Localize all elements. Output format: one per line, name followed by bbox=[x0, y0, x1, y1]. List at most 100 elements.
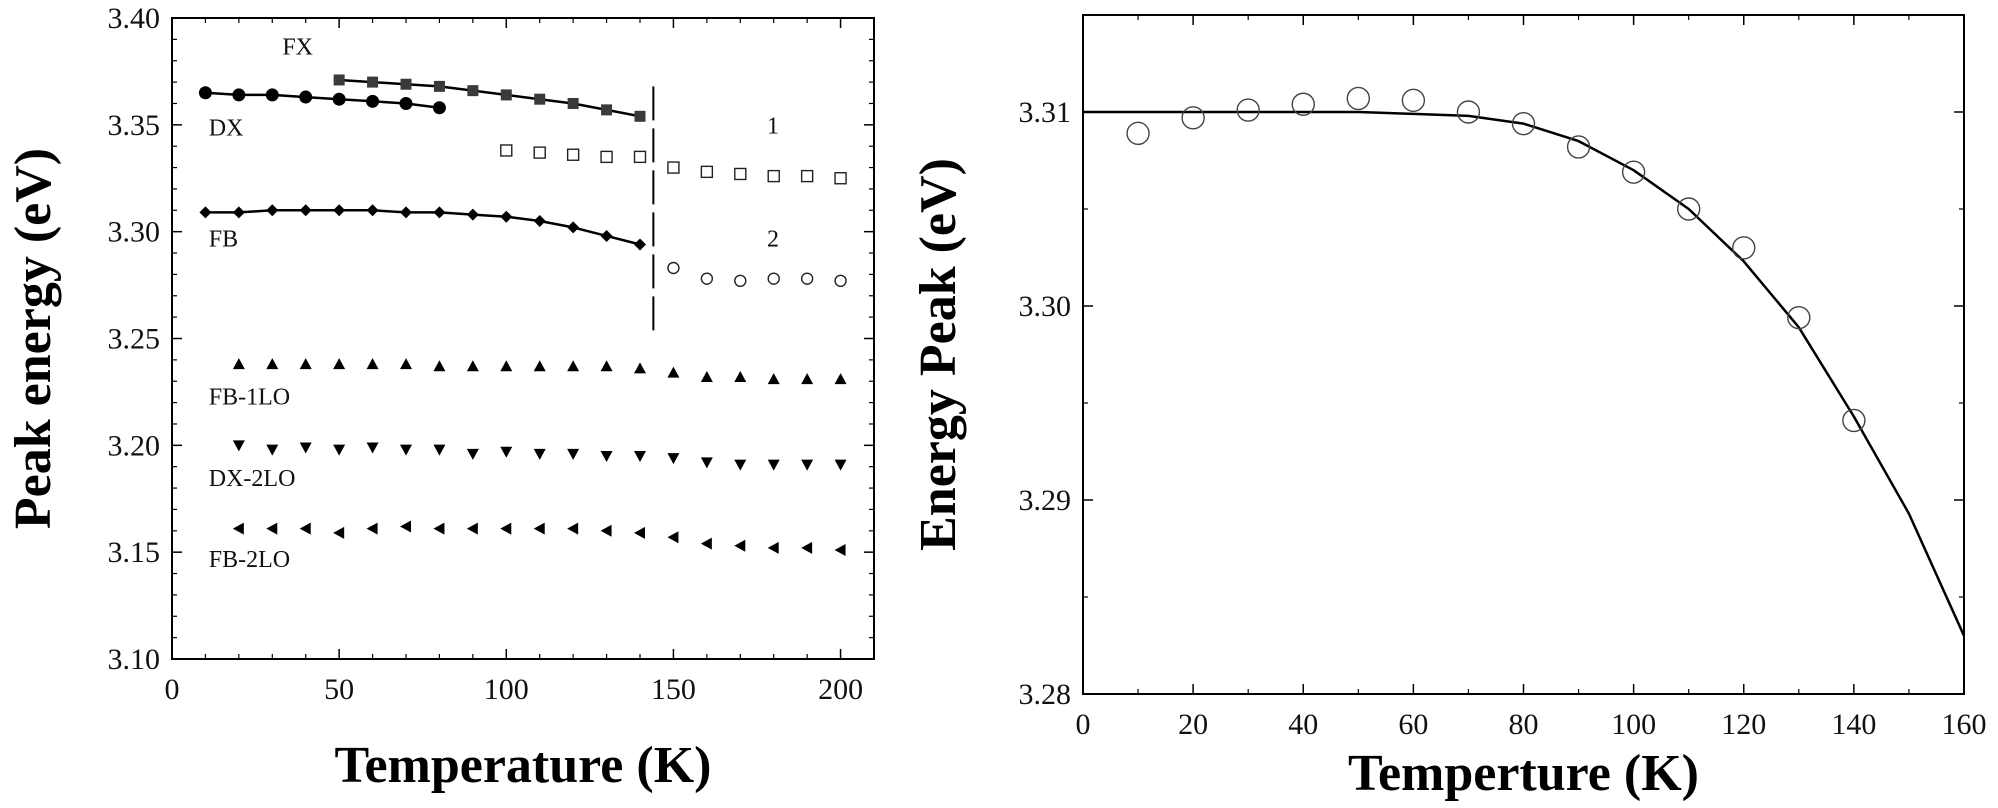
x-tick-label: 0 bbox=[165, 673, 180, 706]
annotation-fb-2lo: FB-2LO bbox=[209, 547, 290, 573]
data-point-2 bbox=[667, 261, 680, 275]
data-point-dx-2lo bbox=[667, 453, 680, 465]
data-point-fb bbox=[266, 204, 279, 217]
data-point-data bbox=[1566, 135, 1591, 159]
data-point-fb-2lo bbox=[333, 526, 345, 539]
y-axis-title-left: Peak energy (eV) bbox=[5, 148, 62, 529]
data-point-1 bbox=[734, 167, 747, 181]
data-point-dx bbox=[399, 96, 413, 110]
annotations-left: FX DX FB 1 2 FB-1LO DX-2LO FB-2LO bbox=[209, 34, 779, 573]
data-point-fb-2lo bbox=[232, 522, 244, 535]
data-point-fb-1lo bbox=[266, 358, 279, 370]
y-tick-label: 3.28 bbox=[1019, 678, 1072, 711]
data-point-fb-2lo bbox=[500, 522, 512, 535]
data-point-fb-1lo bbox=[433, 360, 446, 372]
y-axis-ticks-left: 3.10 3.15 3.20 3.25 3.30 3.35 3.40 bbox=[108, 2, 874, 676]
series-markers-left bbox=[198, 74, 847, 557]
x-tick-label: 140 bbox=[1831, 708, 1876, 741]
data-point-dx bbox=[299, 90, 313, 104]
data-point-dx-2lo bbox=[801, 459, 814, 471]
y-tick-label: 3.25 bbox=[108, 323, 161, 356]
data-point-fb bbox=[600, 229, 613, 242]
data-point-1 bbox=[566, 148, 580, 161]
data-point-1 bbox=[633, 150, 647, 164]
data-point-fx bbox=[333, 74, 345, 86]
data-point-fb-2lo bbox=[634, 526, 645, 539]
data-point-dx bbox=[366, 94, 380, 108]
chart-left: 0 50 100 150 200 3.10 3.15 3.20 3.25 3.30 3.35 3.4… bbox=[5, 2, 875, 794]
x-tick-label: 200 bbox=[818, 673, 863, 706]
x-axis-ticks-right: 0 20 40 60 80 100 120 140 160 bbox=[1076, 15, 1987, 741]
data-point-fx bbox=[433, 80, 445, 92]
data-point-dx-2lo bbox=[600, 451, 613, 463]
data-point-fx bbox=[601, 104, 613, 116]
data-point-dx bbox=[432, 101, 446, 115]
data-point-fb-2lo bbox=[667, 531, 679, 544]
data-point-fx bbox=[467, 85, 479, 97]
chart-right: 0 20 40 60 80 100 120 140 160 3.28 3.29 3.30 3.31 T… bbox=[910, 14, 1987, 802]
data-point-data bbox=[1291, 92, 1315, 116]
annotation-fx: FX bbox=[282, 34, 313, 60]
data-point-fb bbox=[634, 238, 646, 251]
data-point-fb bbox=[466, 208, 479, 221]
data-point-fb-2lo bbox=[533, 522, 545, 535]
data-point-data bbox=[1511, 111, 1536, 136]
x-axis-title-left: Temperature (K) bbox=[335, 737, 712, 794]
y-tick-label: 3.15 bbox=[108, 536, 161, 569]
data-point-fx bbox=[534, 93, 546, 105]
data-point-data bbox=[1181, 106, 1205, 130]
x-tick-label: 60 bbox=[1398, 708, 1428, 741]
annotation-2: 2 bbox=[767, 227, 779, 253]
y-tick-label: 3.30 bbox=[108, 216, 161, 249]
data-point-data bbox=[1732, 236, 1756, 260]
data-point-fb-1lo bbox=[801, 373, 814, 385]
data-point-fb-2lo bbox=[801, 541, 813, 554]
data-point-fb bbox=[433, 206, 446, 219]
data-point-dx bbox=[198, 86, 212, 100]
data-point-fb-2lo bbox=[700, 537, 712, 550]
x-tick-label: 120 bbox=[1721, 708, 1766, 741]
data-point-fb bbox=[299, 204, 312, 217]
data-point-fb-1lo bbox=[567, 360, 580, 372]
plot-frame-right bbox=[1082, 14, 1965, 695]
series-line-fit bbox=[1083, 110, 1966, 637]
data-point-fx bbox=[367, 76, 379, 88]
y-tick-label: 3.31 bbox=[1019, 96, 1072, 129]
y-tick-label: 3.30 bbox=[1019, 290, 1072, 323]
x-tick-label: 50 bbox=[324, 673, 354, 706]
x-axis-title-right: Temperture (K) bbox=[1348, 745, 1699, 802]
data-point-2 bbox=[834, 274, 847, 288]
data-point-fb bbox=[366, 204, 379, 217]
data-point-fb-1lo bbox=[466, 360, 479, 372]
data-point-fb-2lo bbox=[433, 522, 445, 535]
x-tick-label: 150 bbox=[651, 673, 696, 706]
data-point-2 bbox=[800, 272, 814, 285]
data-point-data bbox=[1621, 160, 1646, 184]
data-point-fb bbox=[333, 204, 346, 217]
data-point-dx-2lo bbox=[634, 451, 646, 463]
data-point-fx bbox=[400, 78, 412, 90]
data-point-dx-2lo bbox=[700, 457, 713, 469]
data-point-1 bbox=[667, 161, 680, 174]
data-point-dx bbox=[332, 92, 346, 106]
data-point-fx bbox=[567, 97, 579, 109]
data-point-dx-2lo bbox=[366, 442, 379, 454]
data-point-fb-1lo bbox=[533, 360, 546, 372]
annotation-fb: FB bbox=[209, 227, 238, 253]
annotation-fb-1lo: FB-1LO bbox=[209, 385, 290, 411]
data-point-data bbox=[1346, 86, 1371, 111]
data-point-2 bbox=[734, 274, 747, 288]
data-point-dx-2lo bbox=[734, 459, 747, 471]
data-point-fb bbox=[500, 210, 513, 223]
data-point-fb-2lo bbox=[266, 522, 278, 535]
data-point-dx-2lo bbox=[767, 459, 780, 471]
data-point-1 bbox=[800, 169, 814, 183]
data-point-fb bbox=[533, 214, 546, 227]
data-point-fb-2lo bbox=[767, 541, 779, 554]
data-point-dx-2lo bbox=[299, 442, 312, 454]
data-point-dx bbox=[232, 88, 246, 102]
data-point-1 bbox=[767, 169, 780, 183]
data-point-data bbox=[1676, 197, 1701, 221]
